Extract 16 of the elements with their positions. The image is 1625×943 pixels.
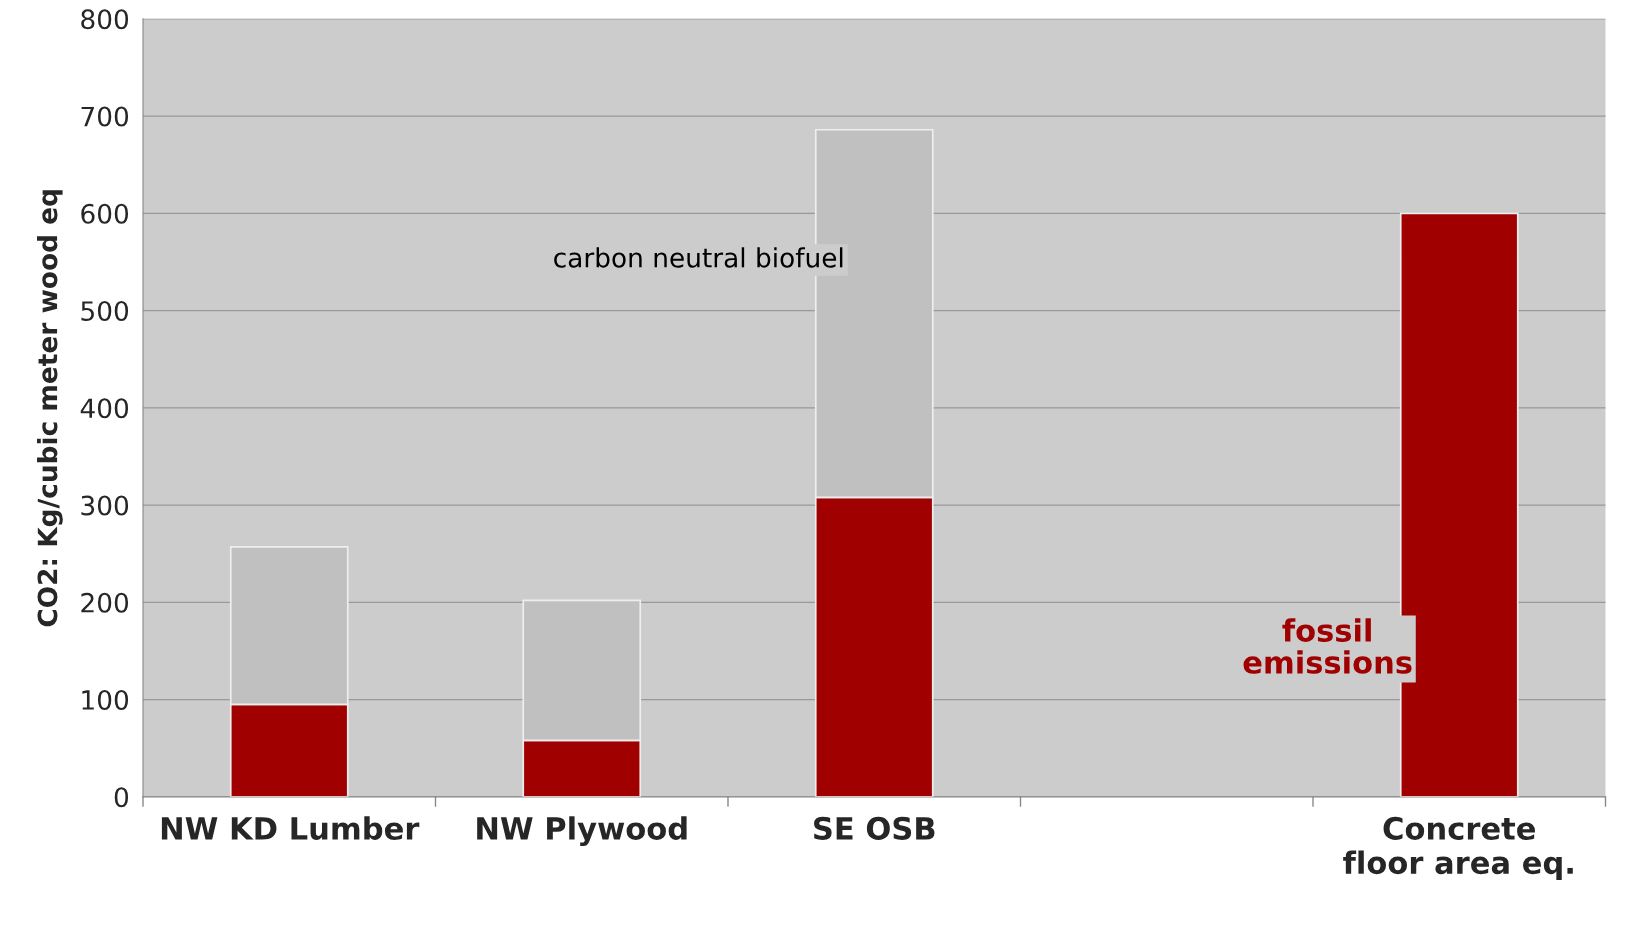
x-tick-label: Concrete floor area eq.	[1343, 816, 1573, 881]
x-tick-label: NW KD Lumber	[161, 816, 420, 840]
y-tick-label: 700	[81, 106, 129, 127]
x-tick-label: SE OSB	[814, 816, 935, 840]
x-tick-label: NW Plywood	[477, 816, 687, 847]
series-label: carbon neutral biofuel	[554, 247, 843, 268]
y-tick-label: 800	[81, 9, 129, 30]
y-tick-label: 400	[80, 398, 129, 419]
y-tick-label: 200	[81, 592, 129, 613]
y-axis-title: CO2: Kg/cubic meter wood eq	[37, 190, 63, 627]
y-tick-label: 100	[82, 690, 129, 710]
y-tick-label: 300	[81, 495, 129, 516]
series-label: fossil emissions	[1243, 618, 1412, 674]
y-tick-label: 0	[114, 787, 129, 808]
y-tick-label: 500	[81, 301, 129, 321]
y-tick-label: 600	[81, 203, 129, 224]
